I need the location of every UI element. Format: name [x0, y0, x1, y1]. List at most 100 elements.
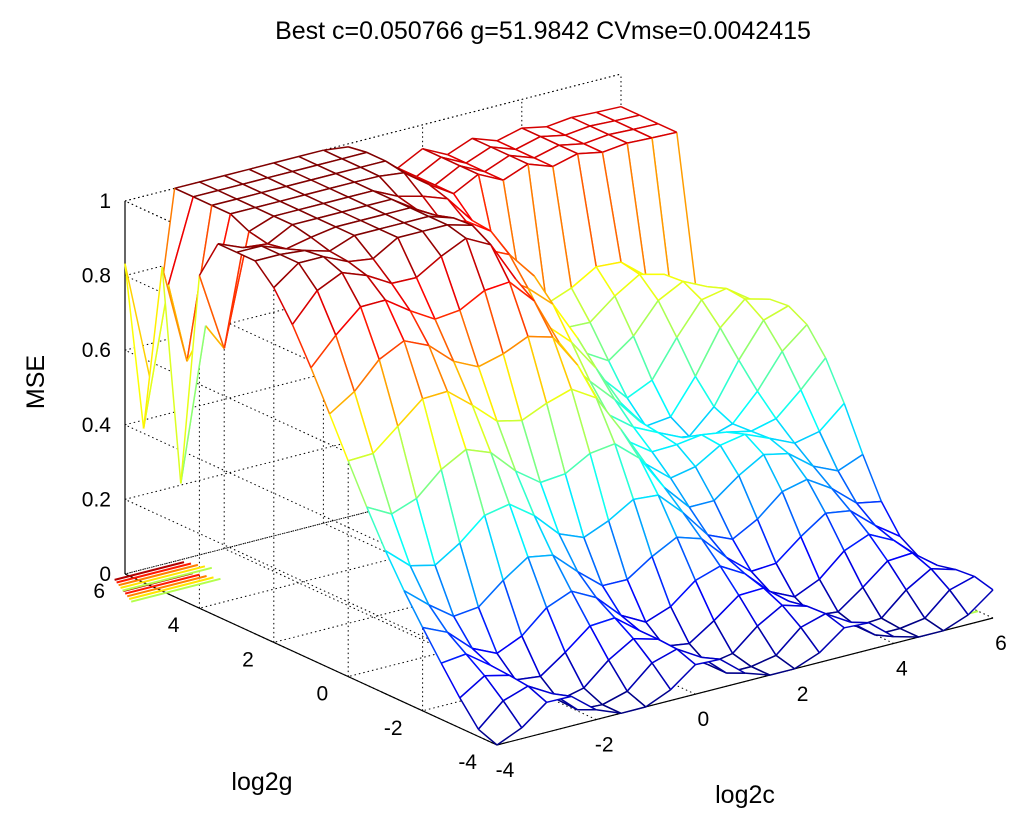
surface-mesh-line: [472, 647, 498, 655]
surface-mesh-line: [651, 662, 672, 691]
surface-mesh-line: [452, 193, 473, 221]
surface-mesh-line: [676, 299, 703, 339]
contour-line: [116, 562, 192, 584]
surface-face: [590, 443, 634, 521]
surface-mesh-line: [521, 127, 541, 138]
surface-mesh-line: [415, 156, 442, 178]
surface-face: [540, 473, 584, 538]
surface-face: [751, 655, 795, 676]
surface-mesh-line: [750, 665, 771, 676]
surface-face: [776, 627, 820, 669]
surface-mesh-line: [657, 300, 678, 338]
surface-mesh-line: [601, 585, 622, 616]
surface-mesh-line: [304, 249, 330, 252]
surface-mesh-line: [304, 249, 324, 258]
surface-face: [745, 299, 789, 321]
surface-face: [528, 555, 572, 608]
surface-mesh-line: [496, 127, 523, 142]
surface-face: [453, 607, 497, 654]
surface-mesh-line: [533, 515, 554, 556]
surface-mesh-line: [763, 305, 789, 321]
surface-mesh-line: [595, 597, 616, 619]
surface-mesh-line: [837, 470, 858, 504]
surface-mesh-line: [403, 340, 429, 347]
surface-mesh-line: [924, 617, 944, 632]
surface-face: [639, 274, 683, 301]
surface-mesh-line: [651, 536, 678, 558]
surface-face: [794, 431, 838, 471]
surface-mesh-line: [354, 175, 380, 183]
surface-mesh-line: [930, 568, 951, 591]
surface-mesh-line: [756, 604, 783, 627]
surface-mesh-line: [868, 533, 889, 562]
surface-mesh-line: [595, 111, 616, 122]
surface-mesh-line: [366, 204, 386, 215]
surface-face: [676, 537, 721, 581]
surface-mesh-line: [446, 631, 467, 655]
surface-mesh-line: [806, 324, 827, 359]
surface-mesh-line: [602, 704, 622, 714]
surface-mesh-line: [502, 163, 529, 181]
surface-mesh-line: [540, 134, 566, 138]
surface-face: [689, 620, 733, 665]
surface-mesh-line: [347, 146, 368, 154]
surface-mesh-line: [161, 266, 188, 362]
surface-face: [366, 275, 411, 311]
surface-mesh-line: [682, 280, 703, 301]
surface-mesh-line: [452, 615, 473, 649]
surface-mesh-line: [422, 148, 442, 158]
surface-mesh-line: [546, 388, 572, 404]
surface-mesh-line: [459, 675, 486, 699]
surface-mesh-line: [297, 262, 318, 292]
surface-mesh-line: [384, 160, 405, 174]
surface-face: [658, 281, 702, 338]
x-axis-line: [496, 617, 994, 746]
surface-mesh-line: [781, 478, 808, 493]
surface-mesh-line: [471, 404, 498, 422]
surface-mesh-line: [583, 659, 610, 689]
surface-mesh-line: [366, 275, 386, 301]
surface-mesh-line: [651, 131, 677, 139]
surface-mesh-line: [657, 494, 678, 538]
surface-mesh-line: [415, 277, 436, 320]
surface-mesh-line: [967, 589, 994, 616]
surface-mesh-line: [880, 589, 907, 619]
surface-face: [466, 238, 510, 291]
surface-mesh-line: [744, 672, 770, 676]
surface-mesh-line: [484, 154, 510, 173]
surface-face: [683, 281, 727, 300]
surface-mesh-line: [905, 568, 932, 591]
surface-mesh-line: [818, 627, 845, 654]
surface-mesh-line: [701, 538, 727, 559]
surface-face: [707, 535, 752, 572]
surface-face: [559, 143, 603, 154]
surface-mesh-line: [676, 536, 702, 540]
surface-mesh-line: [434, 309, 461, 320]
surface-mesh-line: [372, 237, 399, 260]
surface-mesh-line: [782, 604, 808, 607]
surface-mesh-line: [552, 693, 572, 698]
surface-mesh-line: [248, 168, 268, 179]
surface-mesh-line: [366, 506, 387, 551]
z-tick-label: 0.8: [82, 265, 111, 288]
surface-mesh-line: [732, 518, 758, 540]
surface-mesh-line: [285, 185, 306, 196]
surface-mesh-line: [465, 146, 492, 164]
surface-mesh-line: [645, 689, 672, 708]
surface-face: [683, 512, 727, 558]
x-tick-label: 0: [698, 708, 710, 731]
surface-mesh-line: [639, 457, 665, 489]
surface-mesh-line: [428, 604, 449, 633]
surface-mesh-line: [843, 533, 870, 552]
surface-mesh-line: [868, 533, 894, 542]
surface-mesh-line: [669, 376, 697, 418]
surface-mesh-line: [496, 420, 517, 472]
surface-mesh-line: [924, 589, 951, 619]
surface-face: [497, 128, 541, 150]
surface-face: [428, 604, 473, 649]
surface-mesh-line: [701, 656, 721, 661]
surface-mesh-line: [286, 179, 312, 188]
surface-mesh-line: [769, 298, 789, 307]
surface-mesh-line: [669, 606, 690, 644]
